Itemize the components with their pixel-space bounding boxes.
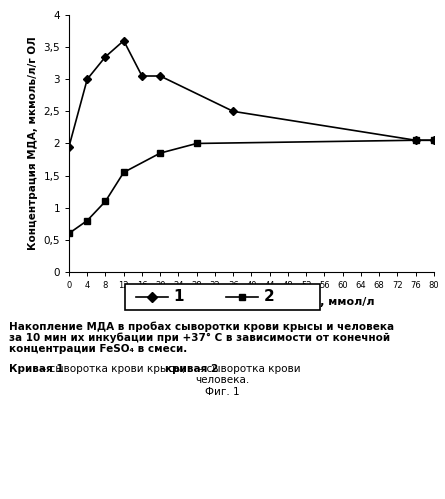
Text: 1: 1 <box>174 289 184 304</box>
Text: кривая 2: кривая 2 <box>165 364 218 374</box>
Text: – сыворотка крови: – сыворотка крови <box>198 364 301 374</box>
Text: Фиг. 1: Фиг. 1 <box>205 387 240 397</box>
Text: за 10 мин их инкубации при +37° С в зависимости от конечной: за 10 мин их инкубации при +37° С в зави… <box>9 333 390 343</box>
Text: человека.: человека. <box>195 375 250 385</box>
Text: – сыворотка крови крысы;: – сыворотка крови крысы; <box>41 364 189 374</box>
Text: 2: 2 <box>263 289 275 304</box>
X-axis label: Конечная концентрация Fe2+, ммол/л: Конечная концентрация Fe2+, ммол/л <box>128 297 375 307</box>
Text: Кривая 1: Кривая 1 <box>9 364 64 374</box>
FancyBboxPatch shape <box>125 284 320 310</box>
Y-axis label: Концентрация МДА, мкмоль/л/г ОЛ: Концентрация МДА, мкмоль/л/г ОЛ <box>28 36 38 250</box>
Text: Накопление МДА в пробах сыворотки крови крысы и человека: Накопление МДА в пробах сыворотки крови … <box>9 322 394 332</box>
Text: концентрации FeSO₄ в смеси.: концентрации FeSO₄ в смеси. <box>9 344 187 354</box>
